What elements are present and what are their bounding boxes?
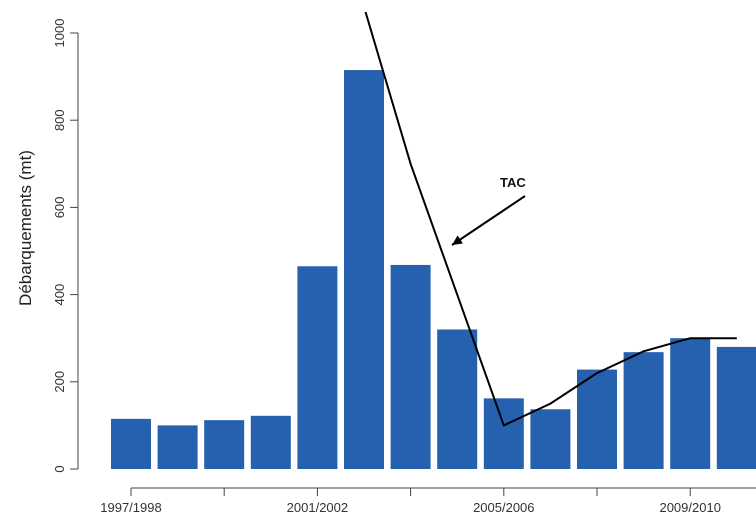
tac-arrow-head bbox=[452, 235, 463, 245]
y-tick-label-200: 200 bbox=[52, 371, 67, 393]
y-tick-label-600: 600 bbox=[52, 197, 67, 219]
bar-2005-2006 bbox=[483, 398, 524, 469]
y-axis-label: Débarquements (mt) bbox=[16, 150, 35, 306]
tac-label: TAC bbox=[500, 175, 526, 190]
bar-2004-2005 bbox=[437, 329, 478, 469]
bar-2009-2010 bbox=[670, 338, 711, 469]
bar-2002-2003 bbox=[344, 70, 384, 469]
y-axis: 0 200 400 600 800 1000 bbox=[52, 19, 79, 473]
y-tick-label-800: 800 bbox=[52, 109, 67, 131]
x-tick-label-2009-2010: 2009/2010 bbox=[659, 500, 720, 515]
tac-line bbox=[364, 12, 737, 427]
bar-1997-1998 bbox=[111, 418, 151, 469]
bar-2001-2002 bbox=[297, 266, 338, 469]
bar-1999-2000 bbox=[204, 420, 245, 469]
x-tick-label-1997-1998: 1997/1998 bbox=[100, 500, 161, 515]
x-tick-label-2005-2006: 2005/2006 bbox=[473, 500, 534, 515]
tac-annotation: TAC bbox=[451, 175, 526, 246]
x-tick-label-2001-2002: 2001/2002 bbox=[287, 500, 348, 515]
y-tick-label-0: 0 bbox=[52, 465, 67, 472]
bar-2007-2008 bbox=[577, 369, 617, 469]
bar-2010-2011 bbox=[716, 346, 756, 469]
tac-arrow-shaft bbox=[451, 195, 526, 246]
bar-2006-2007 bbox=[530, 409, 571, 469]
bar-2000-2001 bbox=[250, 415, 291, 469]
x-axis: 1997/1998 2001/2002 2005/2006 2009/2010 bbox=[100, 487, 756, 515]
y-tick-label-1000: 1000 bbox=[52, 19, 67, 48]
bar-2003-2004 bbox=[390, 264, 431, 469]
y-tick-label-400: 400 bbox=[52, 284, 67, 306]
bar-1998-1999 bbox=[157, 425, 198, 469]
bars-group bbox=[111, 70, 756, 469]
bar-2008-2009 bbox=[623, 352, 664, 469]
tac-line-group bbox=[364, 12, 737, 427]
